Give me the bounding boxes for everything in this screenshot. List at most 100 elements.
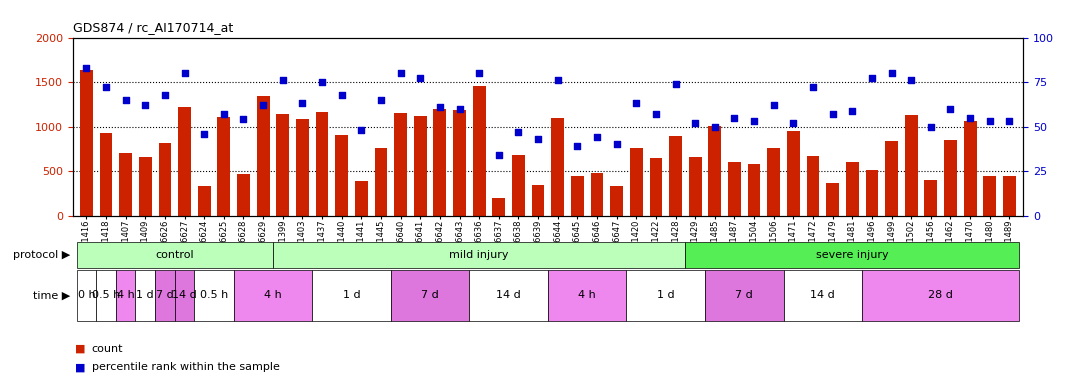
Point [137,102,154,108]
Text: control: control [156,250,194,260]
Point [785,120,802,126]
Text: 14 d: 14 d [811,290,835,300]
Bar [905,115,917,216]
Bar [708,126,721,216]
Text: GDS874 / rc_AI170714_at: GDS874 / rc_AI170714_at [73,21,233,34]
Bar [469,270,548,321]
Bar [686,242,1019,268]
Bar [865,170,878,216]
Bar [512,155,524,216]
Text: ■: ■ [75,363,85,372]
Text: 7 d: 7 d [736,290,753,300]
Bar [846,162,859,216]
Bar [571,176,584,216]
Point [117,97,135,103]
Point [569,143,586,149]
Bar [705,270,784,321]
Point [961,115,978,121]
Bar [96,270,115,321]
Point [392,70,409,76]
Text: protocol ▶: protocol ▶ [13,250,70,260]
Point [647,111,664,117]
Bar [158,144,171,216]
Bar [218,117,231,216]
Bar [784,270,862,321]
Point [942,106,959,112]
Point [549,77,566,83]
Bar [115,270,136,321]
Bar [256,96,269,216]
Point [195,131,213,137]
Bar [178,107,191,216]
Bar [787,131,800,216]
Bar [316,112,329,216]
Point [824,111,842,117]
Bar [234,270,312,321]
Point [608,141,625,147]
Bar [627,270,705,321]
Point [411,75,428,81]
Bar [120,153,132,216]
Text: 1 d: 1 d [343,290,360,300]
Bar [689,157,702,216]
Bar [649,158,662,216]
Point [490,152,507,158]
Text: 1 d: 1 d [137,290,154,300]
Bar [194,270,234,321]
Text: ■: ■ [75,344,85,354]
Bar [591,173,603,216]
Bar [767,148,780,216]
Bar [806,156,819,216]
Bar [827,183,839,216]
Point [352,127,370,133]
Point [176,70,193,76]
Bar [312,270,391,321]
Point [509,129,527,135]
Point [923,124,940,130]
Point [628,100,645,106]
Bar [748,164,760,216]
Bar [453,110,466,216]
Text: 7 d: 7 d [421,290,439,300]
Point [530,136,547,142]
Point [471,70,488,76]
Point [981,118,999,124]
Point [765,102,782,108]
Bar [355,181,367,216]
Bar [1003,177,1016,216]
Bar [335,135,348,216]
Point [451,106,468,112]
Bar [492,198,505,216]
Point [373,97,390,103]
Bar [139,157,152,216]
Bar [532,185,545,216]
Point [883,70,900,76]
Bar [434,109,446,216]
Point [216,111,233,117]
Point [687,120,704,126]
Point [97,84,114,90]
Bar [136,270,155,321]
Point [844,108,861,114]
Point [668,81,685,87]
Bar [77,242,273,268]
Text: severe injury: severe injury [816,250,889,260]
Bar [391,270,469,321]
Bar [610,186,623,216]
Point [235,117,252,123]
Bar [99,133,112,216]
Text: 0.5 h: 0.5 h [92,290,120,300]
Text: 4 h: 4 h [116,290,135,300]
Point [156,92,173,98]
Point [78,65,95,71]
Text: 4 h: 4 h [578,290,596,300]
Point [314,79,331,85]
Bar [155,270,175,321]
Point [726,115,743,121]
Bar [630,148,643,216]
Point [745,118,763,124]
Text: 14 d: 14 d [497,290,521,300]
Point [274,77,292,83]
Text: time ▶: time ▶ [33,290,70,300]
Bar [394,113,407,216]
